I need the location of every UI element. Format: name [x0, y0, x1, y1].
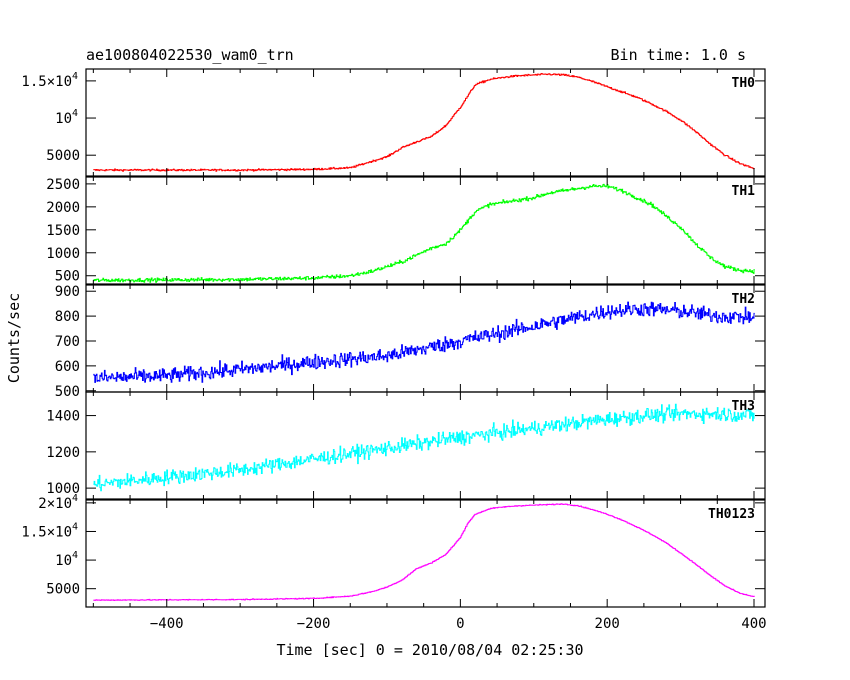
- panel-label-th0: TH0: [732, 76, 756, 91]
- panel-frame-th0: [85, 68, 766, 177]
- x-tick-label: 200: [595, 616, 620, 632]
- y-tick-label: 5000: [46, 148, 80, 164]
- bin-time-label: Bin time: 1.0 s: [611, 46, 746, 64]
- y-tick-label: 700: [55, 334, 80, 350]
- y-tick-exponent: 4: [72, 521, 78, 532]
- y-tick-label: 2×10: [38, 496, 72, 512]
- y-tick-label: 10: [55, 553, 72, 569]
- y-tick-label: 500: [55, 384, 80, 400]
- panels: TH01.5×10 410 45000TH12500200015001000500T…: [21, 68, 767, 632]
- y-tick-label: 1.5×10: [21, 524, 72, 540]
- y-tick-label: 5000: [46, 582, 80, 598]
- y-axis-label: Counts/sec: [5, 293, 23, 383]
- panel-frame-th2: [85, 284, 766, 393]
- plot-title: ae100804022530_wam0_trn: [86, 46, 294, 64]
- y-tick-label: 1000: [46, 246, 80, 262]
- y-tick-exponent: 4: [72, 71, 78, 82]
- y-tick-label: 500: [55, 269, 80, 285]
- y-tick-label: 2000: [46, 200, 80, 216]
- x-tick-label: 0: [456, 616, 464, 632]
- y-tick-label: 10: [55, 111, 72, 127]
- panel-frame-th0123: [85, 499, 766, 608]
- y-tick-label: 1200: [46, 445, 80, 461]
- y-tick-label: 800: [55, 309, 80, 325]
- x-axis-label: Time [sec] 0 = 2010/08/04 02:25:30: [276, 641, 583, 659]
- y-tick-exponent: 4: [72, 493, 78, 504]
- panel-label-th2: TH2: [732, 292, 755, 307]
- panel-label-th3: TH3: [732, 399, 755, 414]
- y-tick-label: 900: [55, 284, 80, 300]
- panel-frame-th1: [85, 176, 766, 285]
- y-tick-label: 2500: [46, 177, 80, 193]
- y-tick-label: 1500: [46, 223, 80, 239]
- x-tick-label: −400: [150, 616, 184, 632]
- y-tick-exponent: 4: [72, 108, 78, 119]
- x-tick-label: 400: [741, 616, 766, 632]
- y-tick-label: 1400: [46, 409, 80, 425]
- y-tick-label: 1000: [46, 481, 80, 497]
- x-tick-label: −200: [297, 616, 331, 632]
- series-th2: [93, 301, 755, 383]
- series-th0123: [93, 503, 755, 601]
- panel-label-th1: TH1: [732, 184, 756, 199]
- series-th1: [93, 183, 755, 283]
- series-th3: [93, 403, 755, 492]
- series-th0: [93, 73, 755, 172]
- y-tick-exponent: 4: [72, 550, 78, 561]
- y-tick-label: 600: [55, 359, 80, 375]
- panel-label-th0123: TH0123: [708, 507, 755, 522]
- y-tick-label: 1.5×10: [21, 74, 72, 90]
- panel-frame-th3: [85, 391, 766, 500]
